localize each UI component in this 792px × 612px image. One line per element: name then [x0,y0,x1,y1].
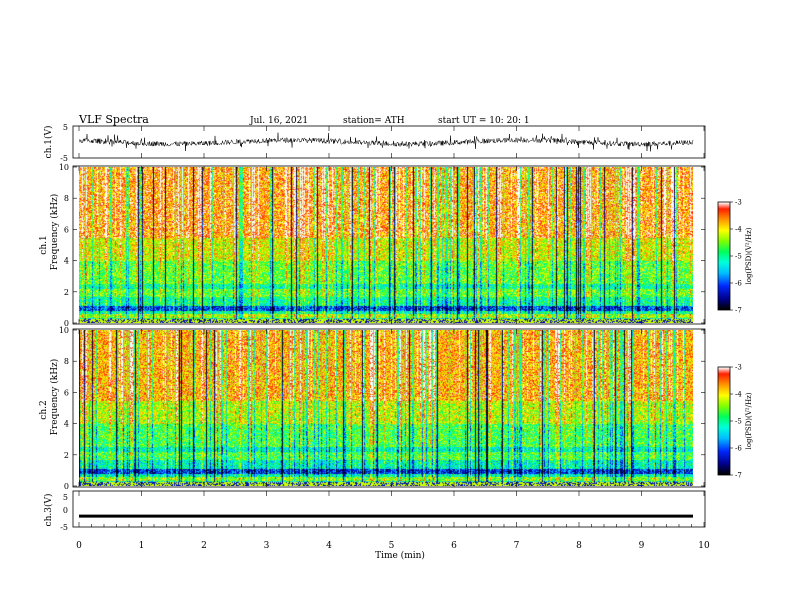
date-label: Jul. 16, 2021 [249,116,308,126]
ch2-colorbar: -3 -4 -5 -6 -7 log(PSD)(V²/Hz) [717,364,753,480]
ch1-yticks: 0 2 4 6 8 10 [59,163,705,328]
colorbar-tick-label: -6 [735,280,742,288]
freq-tick-label: 0 [64,482,69,491]
freq-tick-label: 2 [64,288,69,297]
freq-tick-label: 8 [64,357,69,366]
ch3-ytick-top: 5 [63,493,68,502]
ch2-spectrogram-image [79,330,693,486]
ch1-spec-ylabel: Frequency (kHz) [49,194,60,271]
time-tick-label: 1 [139,541,145,551]
time-tick-label: 8 [576,541,582,551]
ch1-colorbar: -3 -4 -5 -6 -7 log(PSD)(V²/Hz) [717,199,753,315]
ch3-ytick-bottom: -5 [60,523,68,532]
ch1-trace [78,132,694,152]
station-label: station= ATH [343,116,405,126]
time-tick-label: 2 [201,541,207,551]
ch1-waveform-panel: 5 -5 ch.1(V) [43,123,706,163]
ch1-colorbar-label: log(PSD)(V²/Hz) [745,227,753,284]
ch2-colorbar-ticks: -3 -4 -5 -6 -7 [730,364,742,480]
colorbar-tick-label: -4 [735,226,742,234]
freq-tick-label: 8 [64,194,69,203]
ch1-spec-ylabel-top: ch.1 [39,235,49,254]
freq-tick-label: 2 [64,451,69,460]
time-axis-label: Time (min) [375,550,425,561]
time-tick-label: 6 [451,541,457,551]
ch2-colorbar-gradient [718,367,730,475]
freq-tick-label: 4 [64,257,69,266]
ch2-yticks: 0 2 4 6 8 10 [59,326,705,491]
time-tick-label: 0 [76,541,82,551]
freq-tick-label: 10 [59,163,69,172]
ch1-colorbar-ticks: -3 -4 -5 -6 -7 [730,199,742,315]
colorbar-tick-label: -7 [735,472,742,480]
freq-tick-label: 6 [64,225,69,234]
colorbar-tick-label: -3 [735,364,742,372]
colorbar-tick-label: -5 [735,253,742,261]
freq-tick-label: 4 [64,420,69,429]
time-tick-label: 10 [698,541,710,551]
colorbar-tick-label: -5 [735,418,742,426]
time-tick-label: 9 [639,541,645,551]
colorbar-tick-label: -7 [735,307,742,315]
ch1-colorbar-gradient [718,202,730,310]
start-time-label: start UT = 10: 20: 1 [438,116,530,126]
ch2-spectrogram-panel: 0 2 4 6 8 10 ch.2 Frequency (kHz) [39,326,706,491]
freq-tick-label: 0 [64,319,69,328]
colorbar-tick-label: -3 [735,199,742,207]
colorbar-tick-label: -4 [735,391,742,399]
time-axis: 0 1 2 3 4 5 6 7 8 9 10 [76,126,710,551]
freq-tick-label: 6 [64,388,69,397]
freq-tick-label: 10 [59,326,69,335]
ch1-spectrogram-panel: 0 2 4 6 8 10 ch.1 Frequency (kHz) [39,163,706,328]
ch2-colorbar-label: log(PSD)(V²/Hz) [745,392,753,449]
ch1-ytick-top: 5 [63,123,68,132]
colorbar-tick-label: -6 [735,445,742,453]
ch3-ytick-mid: 0 [63,506,68,515]
ch1-ytick-bottom: -5 [60,154,68,163]
time-tick-label: 5 [389,541,395,551]
time-tick-label: 7 [514,541,520,551]
time-tick-label: 4 [326,541,332,551]
ch2-spec-ylabel-top: ch.2 [39,400,49,419]
ch3-waveform-panel: 5 0 -5 ch.3(V) [43,490,706,532]
ch2-spec-ylabel: Frequency (kHz) [49,359,60,436]
figure-title: VLF Spectra [78,113,149,126]
ch1-ylabel: ch.1(V) [43,126,54,159]
ch1-spectrogram-image [79,167,693,323]
time-tick-label: 3 [264,541,270,551]
ch3-ylabel: ch.3(V) [43,494,54,527]
